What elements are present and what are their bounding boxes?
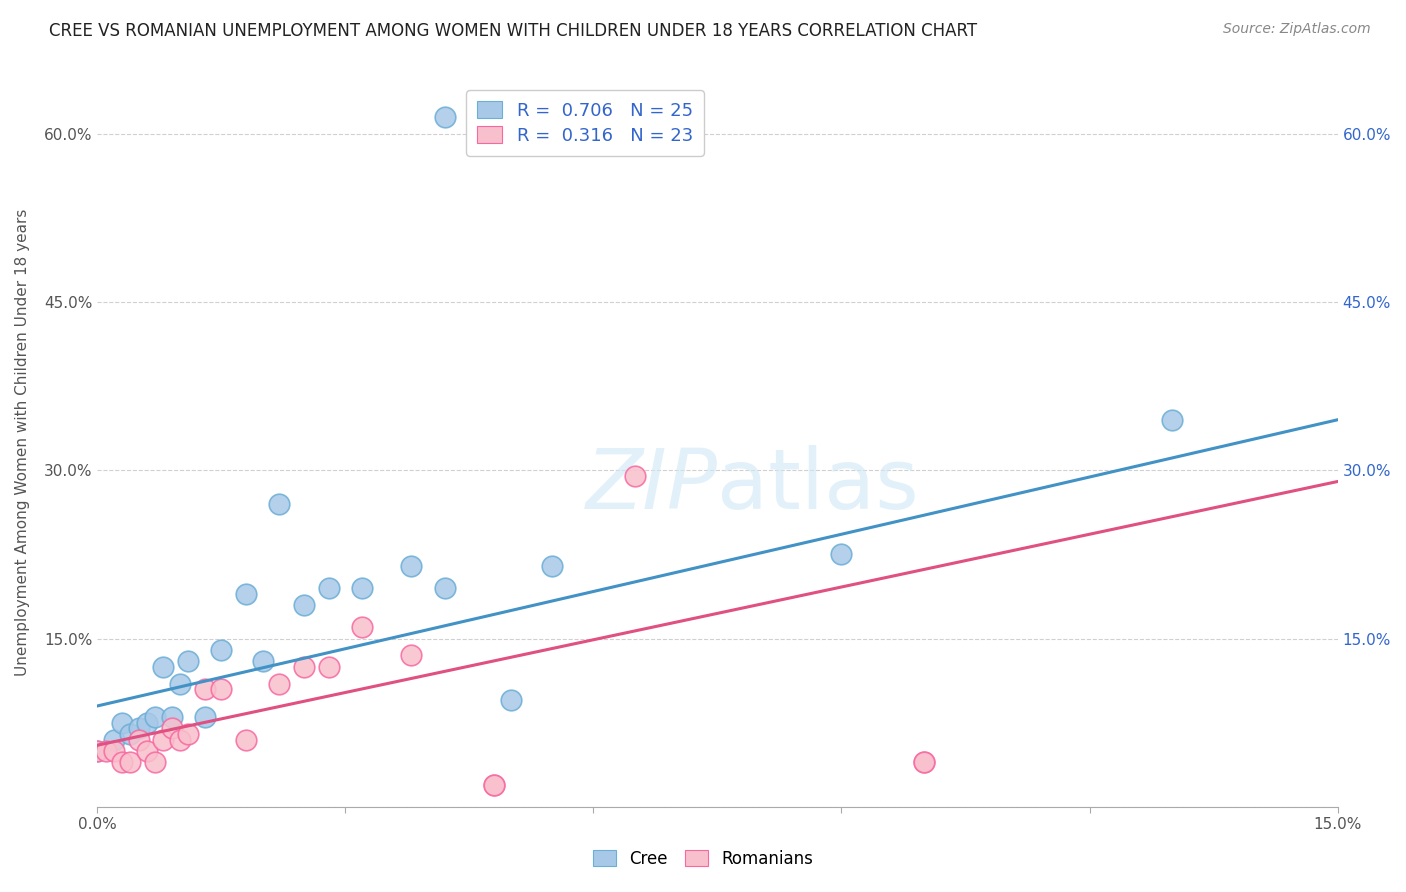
Point [269,676,291,690]
Point [120,727,142,741]
Point [160,722,183,736]
Point [623,469,645,483]
Point [209,643,232,657]
Point [482,778,505,792]
Point [830,548,852,562]
Point [143,755,166,769]
Point [401,558,423,573]
Point [912,755,935,769]
Point [292,598,315,612]
Point [209,682,232,697]
Point [160,710,183,724]
Point [194,682,217,697]
Point [269,497,291,511]
Point [235,732,257,747]
Point [169,732,191,747]
Point [169,676,191,690]
Point [135,715,157,730]
Point [292,659,315,673]
Point [111,715,134,730]
Point [152,659,174,673]
Y-axis label: Unemployment Among Women with Children Under 18 years: Unemployment Among Women with Children U… [15,209,30,676]
Text: atlas: atlas [717,445,920,526]
Point [152,732,174,747]
Text: ZIP: ZIP [585,445,717,526]
Point [235,587,257,601]
Point [86,744,108,758]
Text: CREE VS ROMANIAN UNEMPLOYMENT AMONG WOMEN WITH CHILDREN UNDER 18 YEARS CORRELATI: CREE VS ROMANIAN UNEMPLOYMENT AMONG WOME… [49,22,977,40]
Point [94,744,117,758]
Point [103,732,125,747]
Point [128,732,150,747]
Point [541,558,564,573]
Point [86,744,108,758]
Point [177,727,200,741]
Point [350,581,373,595]
Legend: R =  0.706   N = 25, R =  0.316   N = 23: R = 0.706 N = 25, R = 0.316 N = 23 [465,90,703,156]
Point [912,755,935,769]
Point [318,659,340,673]
Point [111,755,134,769]
Point [1161,413,1184,427]
Point [350,620,373,634]
Point [433,581,456,595]
Point [128,722,150,736]
Point [252,654,274,668]
Point [318,581,340,595]
Text: Source: ZipAtlas.com: Source: ZipAtlas.com [1223,22,1371,37]
Point [499,693,522,707]
Point [433,110,456,124]
Point [135,744,157,758]
Point [103,744,125,758]
Point [194,710,217,724]
Point [143,710,166,724]
Point [120,755,142,769]
Point [401,648,423,663]
Point [177,654,200,668]
Point [482,778,505,792]
Legend: Cree, Romanians: Cree, Romanians [586,844,820,875]
